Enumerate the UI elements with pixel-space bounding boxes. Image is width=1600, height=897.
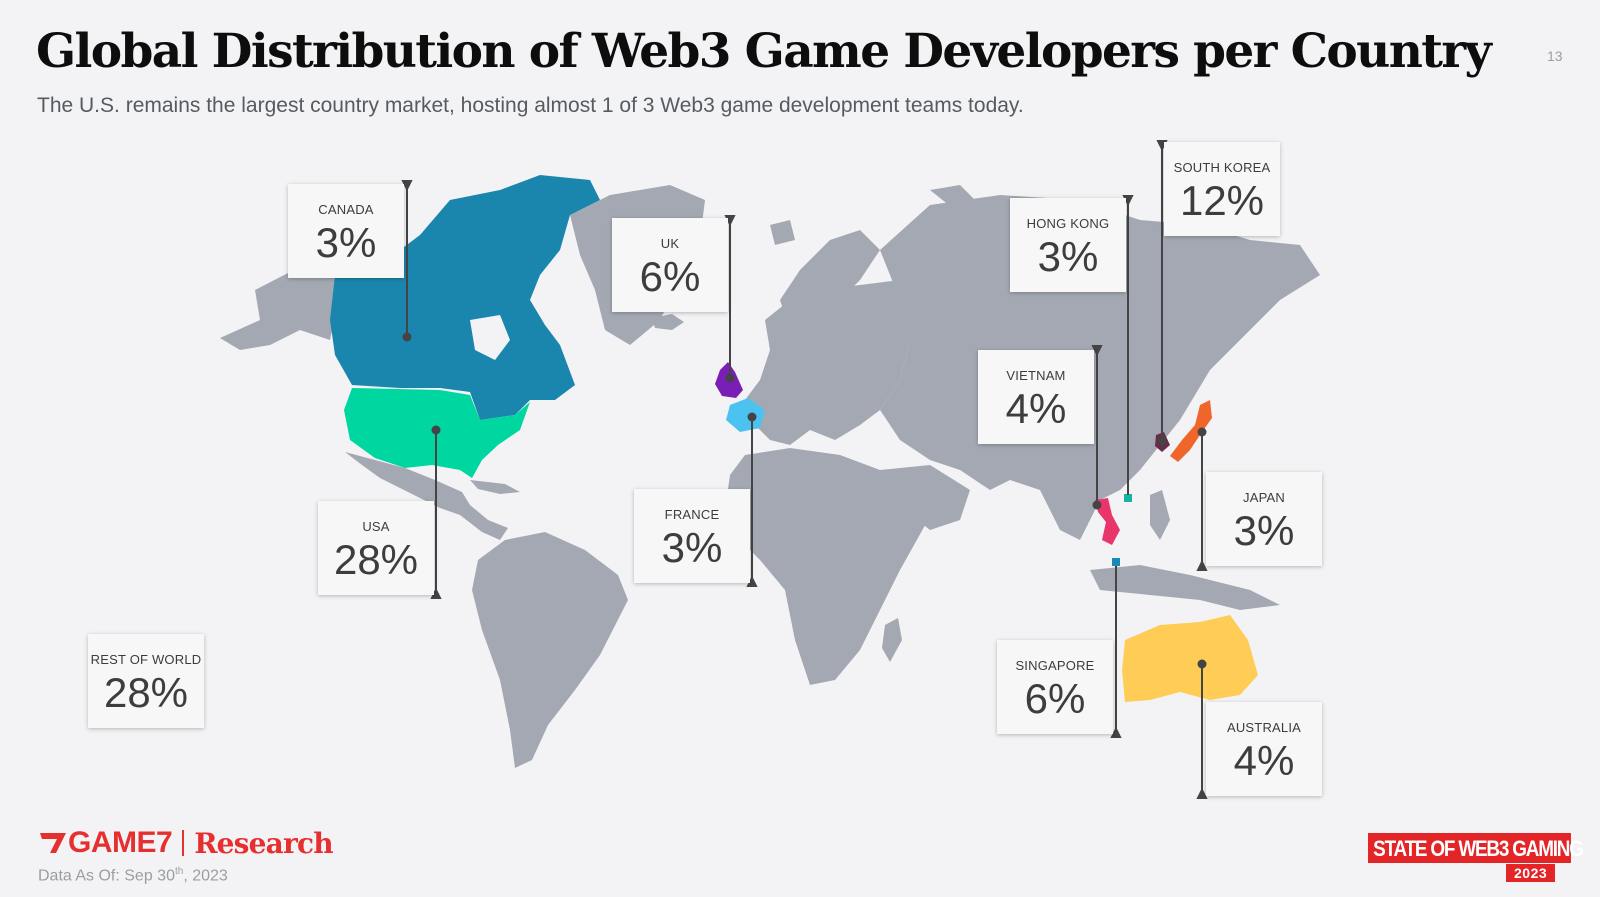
card-south-korea-name: SOUTH KOREA [1173,160,1271,175]
leader-australia-dot [1197,659,1207,669]
land-scandinavia [780,230,880,330]
card-singapore-name: SINGAPORE [1015,658,1095,673]
leader-japan-dot [1197,427,1207,437]
card-japan-value: 3% [1233,507,1295,554]
card-uk-name: UK [660,236,680,251]
land-madagascar [882,618,902,662]
card-uk: UK 6% [612,218,728,312]
land-masses [220,185,1320,768]
game7-wordmark: GAME7 [68,826,173,859]
research-wordmark: Research [194,826,333,860]
data-as-of: Data As Of: Sep 30th, 2023 [38,866,228,885]
card-south-korea: SOUTH KOREA 12% [1164,142,1280,236]
card-canada: CANADA 3% [288,184,404,278]
page-subtitle: The U.S. remains the largest country mar… [37,94,1024,117]
card-singapore-value: 6% [1024,675,1086,722]
card-canada-name: CANADA [318,202,374,217]
country-japan [1170,400,1212,462]
card-vietnam: VIETNAM 4% [978,350,1094,444]
leader-uk-arrow [724,215,736,227]
hudson-bay [470,315,510,360]
game7-research-logo: GAME7 Research [38,826,334,860]
land-indonesia [1090,565,1280,610]
land-africa [725,448,928,685]
leader-japan-arrow [1196,559,1208,571]
card-rest-of-world-name: REST OF WORLD [90,652,202,667]
land-alaska [220,272,338,350]
card-australia: AUSTRALIA 4% [1206,702,1322,796]
land-arabia [880,465,970,530]
leader-hong-kong-arrow [1122,195,1134,207]
card-uk-value: 6% [639,253,701,300]
country-singapore [1112,558,1120,566]
land-mexico [345,452,508,540]
card-rest-of-world: REST OF WORLD 28% [88,634,204,728]
data-as-of-suffix: , 2023 [183,867,228,885]
card-rest-of-world-value: 28% [103,669,189,716]
page-number: 13 [1547,48,1563,64]
land-south-america [472,532,628,768]
card-japan-name: JAPAN [1243,490,1285,505]
leader-vietnam-arrow [1091,345,1103,357]
card-usa-name: USA [362,519,390,534]
leader-vietnam-dot [1092,500,1102,510]
card-australia-name: AUSTRALIA [1226,720,1302,735]
leader-uk-dot [725,373,735,383]
logo-separator [182,830,185,856]
country-france [726,398,765,432]
leader-usa-dot [431,425,441,435]
card-japan: JAPAN 3% [1206,472,1322,566]
card-singapore: SINGAPORE 6% [997,640,1113,734]
game7-logo-icon [40,833,66,853]
data-as-of-sup: th [174,866,184,877]
card-hong-kong: HONG KONG 3% [1010,198,1126,292]
card-usa-value: 28% [333,536,419,583]
data-as-of-prefix: Data As Of: Sep 30 [38,867,175,885]
country-hong-kong [1124,494,1132,502]
country-vietnam [1095,498,1120,545]
card-hong-kong-value: 3% [1037,233,1099,280]
land-caribbean [470,480,520,494]
badge-text: STATE OF WEB3 GAMING [1368,833,1584,863]
leader-canada-arrow [401,180,413,192]
page-title: Global Distribution of Web3 Game Develop… [36,24,1492,79]
leader-canada-dot [402,332,412,342]
land-iceland [652,314,684,330]
card-france-value: 3% [661,524,723,571]
leader-singapore-arrow [1110,726,1122,738]
land-philippines [1150,490,1170,540]
card-vietnam-name: VIETNAM [1006,368,1066,383]
leader-australia-arrow [1196,787,1208,799]
card-france-name: FRANCE [664,507,720,522]
card-france: FRANCE 3% [634,489,750,583]
country-australia [1122,615,1258,702]
state-of-web3-gaming-badge: STATE OF WEB3 GAMING 2023 [1368,833,1584,883]
land-arctic-islands [770,185,975,245]
card-australia-value: 4% [1233,737,1295,784]
leader-usa-arrow [430,587,442,599]
card-hong-kong-name: HONG KONG [1026,216,1110,231]
leader-south-korea-dot [1157,436,1167,446]
card-canada-value: 3% [315,219,377,266]
badge-year: 2023 [1506,864,1556,882]
land-asia [880,195,1320,540]
leader-france-dot [747,412,757,422]
card-usa: USA 28% [318,501,434,595]
card-south-korea-value: 12% [1179,177,1265,224]
country-canada [330,175,600,420]
card-vietnam-value: 4% [1005,385,1067,432]
leader-france-arrow [746,575,758,587]
